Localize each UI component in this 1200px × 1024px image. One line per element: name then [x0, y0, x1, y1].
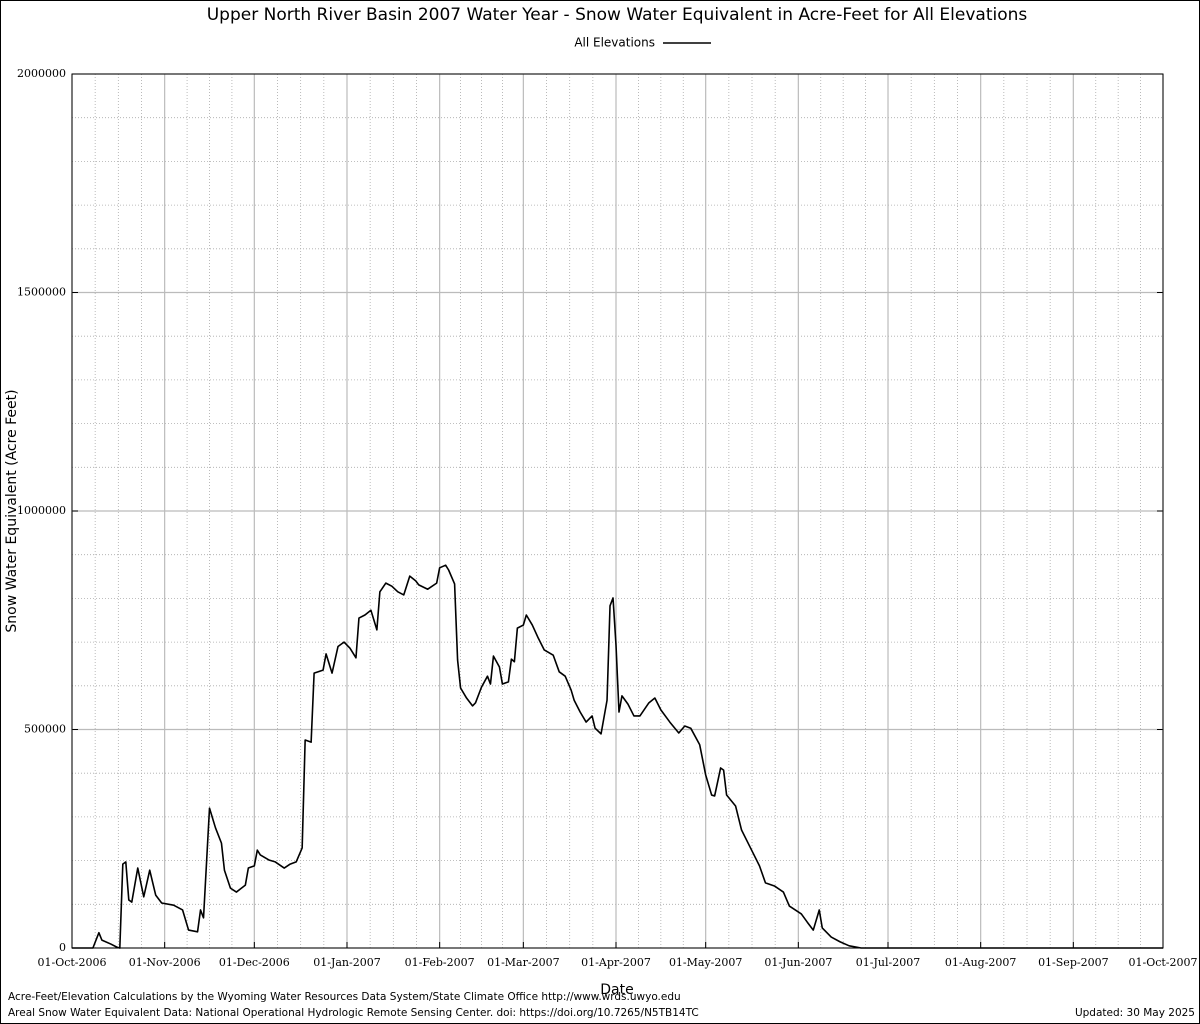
- y-tick-label: 1000000: [17, 504, 66, 517]
- x-tick-label: 01-Jun-2007: [764, 956, 832, 969]
- x-tick-label: 01-May-2007: [669, 956, 742, 969]
- x-tick-label: 01-Oct-2006: [37, 956, 106, 969]
- x-tick-label: 01-Apr-2007: [581, 956, 651, 969]
- x-axis-label: Date: [600, 982, 633, 998]
- x-tick-label: 01-Aug-2007: [945, 956, 1017, 969]
- y-tick-label: 2000000: [17, 67, 66, 80]
- x-tick-label: 01-Oct-2007: [1128, 956, 1197, 969]
- x-tick-label: 01-Jan-2007: [313, 956, 380, 969]
- y-axis-label: Snow Water Equivalent (Acre Feet): [4, 389, 20, 632]
- y-tick-label: 500000: [24, 723, 66, 736]
- plot-frame: [71, 73, 1164, 949]
- x-tick-label: 01-Feb-2007: [405, 956, 475, 969]
- y-tick-label: 0: [59, 941, 66, 954]
- x-tick-label: 01-Mar-2007: [487, 956, 560, 969]
- x-tick-label: 01-Nov-2006: [129, 956, 201, 969]
- data-line: [72, 564, 1163, 949]
- legend-label: All Elevations: [574, 36, 655, 50]
- y-tick-label: 1500000: [17, 286, 66, 299]
- x-tick-label: 01-Jul-2007: [856, 956, 920, 969]
- footer-line: Areal Snow Water Equivalent Data: Nation…: [8, 1007, 699, 1019]
- x-tick-label: 01-Sep-2007: [1038, 956, 1109, 969]
- chart-title: Upper North River Basin 2007 Water Year …: [207, 5, 1028, 25]
- x-tick-label: 01-Dec-2006: [219, 956, 290, 969]
- updated-note: Updated: 30 May 2025: [1075, 1007, 1195, 1019]
- footer-line: Acre-Feet/Elevation Calculations by the …: [8, 991, 681, 1003]
